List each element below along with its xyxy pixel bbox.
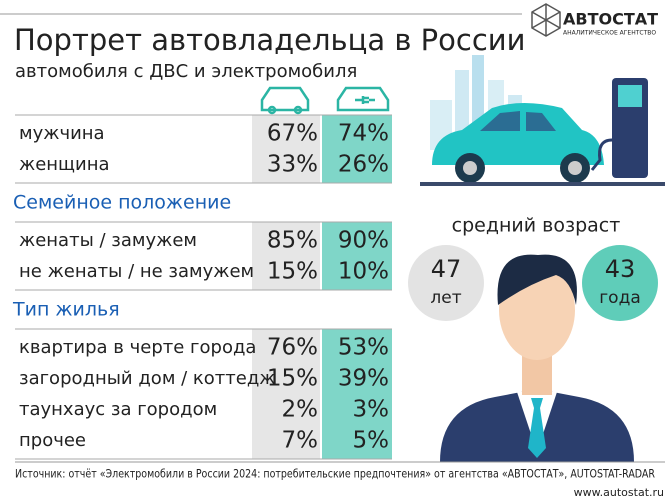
ev-age: 43 bbox=[605, 255, 636, 283]
ice-value: 67% bbox=[267, 121, 318, 147]
logo: АВТОСТАТ bbox=[563, 10, 658, 29]
row-label: мужчина bbox=[19, 123, 105, 144]
ice-value: 15% bbox=[267, 366, 318, 392]
ev-value: 10% bbox=[338, 259, 389, 285]
row-label: квартира в черте города bbox=[19, 337, 256, 358]
row-label: таунхаус за городом bbox=[19, 399, 217, 420]
ev-age-circle bbox=[582, 245, 658, 321]
age-label: средний возраст bbox=[452, 215, 621, 237]
ice-age: 47 bbox=[431, 255, 462, 283]
logo-icon bbox=[531, 3, 561, 37]
ice-age-circle bbox=[408, 245, 484, 321]
ice-value: 7% bbox=[282, 428, 319, 454]
car-illustration bbox=[420, 55, 665, 186]
ev-value: 26% bbox=[338, 152, 389, 178]
ev-column bbox=[322, 329, 392, 459]
ev-value: 74% bbox=[338, 121, 389, 147]
ev-value: 53% bbox=[338, 335, 389, 361]
source: Источник: отчёт «Электромобили в России … bbox=[15, 467, 655, 481]
ice-value: 15% bbox=[267, 259, 318, 285]
subtitle: автомобиля с ДВС и электромобиля bbox=[15, 61, 357, 82]
ev-value: 3% bbox=[353, 397, 390, 423]
row-label: прочее bbox=[19, 430, 86, 451]
section-title: Тип жилья bbox=[12, 299, 120, 321]
ice-value: 33% bbox=[267, 152, 318, 178]
ev-car-icon bbox=[336, 86, 390, 112]
title: Портрет автовладельца в России bbox=[14, 23, 525, 57]
ice-value: 76% bbox=[267, 335, 318, 361]
ev-value: 39% bbox=[338, 366, 389, 392]
section-title: Семейное положение bbox=[13, 192, 231, 214]
ice-value: 85% bbox=[267, 228, 318, 254]
ice-column bbox=[252, 222, 320, 290]
ev-age-unit: года bbox=[599, 288, 641, 308]
man-illustration bbox=[440, 254, 634, 462]
ice-column bbox=[252, 329, 320, 459]
ice-column bbox=[252, 115, 320, 183]
row-label: женаты / замужем bbox=[19, 230, 197, 251]
row-label: женщина bbox=[19, 154, 110, 175]
url: www.autostat.ru bbox=[574, 486, 664, 499]
ev-column bbox=[322, 115, 392, 183]
ice-age-unit: лет bbox=[430, 288, 461, 308]
logo-sub: АНАЛИТИЧЕСКОЕ АГЕНТСТВО bbox=[563, 30, 656, 37]
ice-value: 2% bbox=[282, 397, 319, 423]
row-label: не женаты / не замужем bbox=[19, 261, 254, 282]
row-label: загородный дом / коттедж bbox=[19, 368, 276, 389]
ev-column bbox=[322, 222, 392, 290]
ev-value: 5% bbox=[353, 428, 390, 454]
ev-value: 90% bbox=[338, 228, 389, 254]
ice-car-icon bbox=[260, 86, 310, 115]
